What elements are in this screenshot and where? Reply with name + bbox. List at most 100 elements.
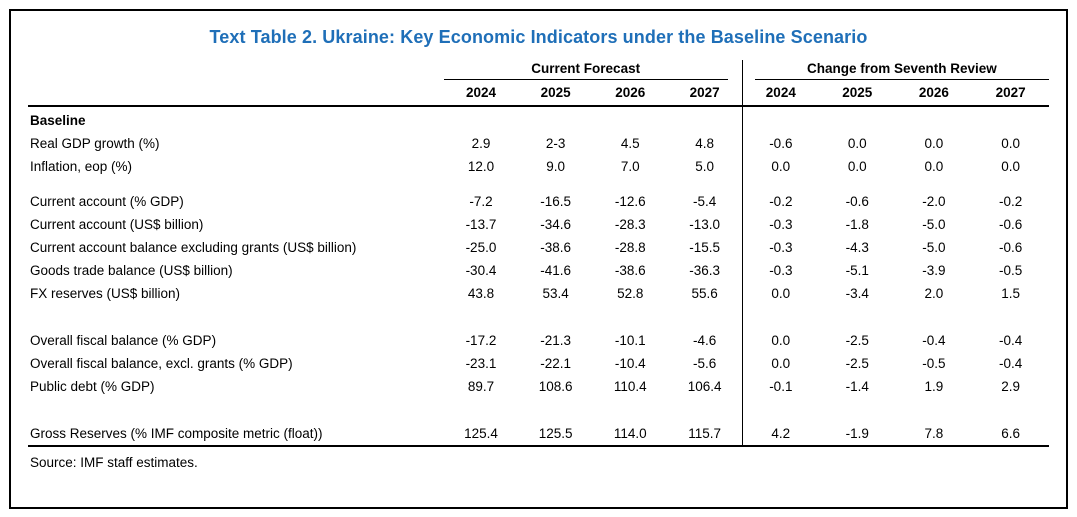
forecast-value: -7.2 xyxy=(469,193,493,209)
change-value: -0.5 xyxy=(998,262,1023,278)
year-header-ch-2027: 2027 xyxy=(972,80,1049,107)
year-header-ch-2026: 2026 xyxy=(895,80,973,107)
forecast-value: -38.6 xyxy=(614,262,646,278)
indicator-label: Current account (% GDP) xyxy=(30,193,184,209)
spacer-cell xyxy=(28,178,742,190)
table-frame: Text Table 2. Ukraine: Key Economic Indi… xyxy=(9,9,1068,509)
forecast-value: 106.4 xyxy=(687,378,722,394)
forecast-value: -21.3 xyxy=(540,332,571,348)
spacer-cell xyxy=(28,305,742,329)
forecast-value: 115.7 xyxy=(688,425,722,441)
forecast-value: 2-3 xyxy=(545,135,566,151)
change-value: 0.0 xyxy=(741,155,819,178)
change-value: 0.0 xyxy=(741,329,819,352)
spacer-cell xyxy=(28,398,742,422)
table-row: Current account (US$ billion) -13.7 -34.6 -… xyxy=(28,213,1049,236)
forecast-value: -16.5 xyxy=(540,193,571,209)
forecast-value: 43.8 xyxy=(467,285,495,301)
forecast-value: -28.3 xyxy=(614,216,646,232)
spacer-cell xyxy=(741,398,1049,422)
forecast-value: 89.7 xyxy=(467,378,495,394)
forecast-value: 12.0 xyxy=(467,158,495,174)
forecast-value: 4.8 xyxy=(695,135,715,151)
indicator-label: Real GDP growth (%) xyxy=(30,135,160,151)
indicator-label: Gross Reserves (% IMF composite metric (… xyxy=(30,425,323,441)
change-value: -1.4 xyxy=(845,378,869,394)
change-value: -0.6 xyxy=(741,132,819,155)
spacer-row xyxy=(28,305,1049,329)
change-value: 2.9 xyxy=(1001,378,1021,394)
group-header-current-forecast-label: Current Forecast xyxy=(443,61,728,80)
table-body: Baseline Real GDP growth (%) 2.9 2-3 4.5 4.8… xyxy=(28,106,1049,446)
indicator-label: Overall fiscal balance, excl. grants (% … xyxy=(30,355,293,371)
forecast-value: -13.0 xyxy=(689,216,721,232)
change-value: 0.0 xyxy=(1001,158,1021,174)
group-header-row: Current Forecast Change from Seventh Rev… xyxy=(28,60,1049,80)
forecast-value: -25.0 xyxy=(465,239,497,255)
table-row: Current account balance excluding grants… xyxy=(28,236,1049,259)
year-header-ch-2024: 2024 xyxy=(741,80,819,107)
forecast-value: 53.4 xyxy=(542,285,569,301)
table-row: Current account (% GDP) -7.2 -16.5 -12.6 -5.… xyxy=(28,190,1049,213)
change-value: -0.4 xyxy=(922,332,946,348)
forecast-value: 52.8 xyxy=(617,285,644,301)
group-header-change-review-label: Change from Seventh Review xyxy=(754,61,1049,80)
change-value: -0.4 xyxy=(998,332,1023,348)
forecast-value: 114.0 xyxy=(613,425,647,441)
group-header-spacer xyxy=(28,60,444,80)
table-row: Inflation, eop (%) 12.0 9.0 7.0 5.0 0.0 0.0 0.0… xyxy=(28,155,1049,178)
year-header-cf-2027: 2027 xyxy=(667,80,743,107)
forecast-value: -17.2 xyxy=(465,332,497,348)
source-row: Source: IMF staff estimates. xyxy=(28,445,1049,475)
forecast-value: 125.5 xyxy=(538,425,573,441)
spacer-cell xyxy=(741,178,1049,190)
year-header-cf-2025: 2025 xyxy=(518,80,593,107)
forecast-value: -13.7 xyxy=(465,216,497,232)
group-header-change-review: Change from Seventh Review xyxy=(741,60,1049,80)
change-value: 0.0 xyxy=(741,352,819,375)
forecast-value: 110.4 xyxy=(613,378,647,394)
forecast-value: -30.4 xyxy=(465,262,497,278)
change-value: 0.0 xyxy=(847,158,867,174)
change-value: 4.2 xyxy=(741,422,819,446)
change-value: 6.6 xyxy=(1001,425,1021,441)
change-value: -0.2 xyxy=(998,193,1023,209)
table-row: FX reserves (US$ billion) 43.8 53.4 52.8 55.… xyxy=(28,282,1049,305)
forecast-value: -10.1 xyxy=(614,332,646,348)
indicators-table: Current Forecast Change from Seventh Rev… xyxy=(28,60,1049,475)
change-value: 2.0 xyxy=(924,285,944,301)
table-row: Overall fiscal balance (% GDP) -17.2 -21.3… xyxy=(28,329,1049,352)
change-value: -0.3 xyxy=(741,213,819,236)
forecast-value: -41.6 xyxy=(540,262,571,278)
forecast-value: 4.5 xyxy=(620,135,640,151)
forecast-value: 2.9 xyxy=(471,135,491,151)
change-value: 0.0 xyxy=(847,135,867,151)
forecast-value: 7.0 xyxy=(620,158,640,174)
change-value: -0.3 xyxy=(741,259,819,282)
forecast-value: 9.0 xyxy=(546,158,565,174)
change-value: -0.5 xyxy=(922,355,946,371)
change-value: -5.0 xyxy=(922,239,946,255)
forecast-value: -12.6 xyxy=(614,193,646,209)
section-label: Baseline xyxy=(30,112,86,128)
forecast-value: -23.1 xyxy=(465,355,497,371)
indicator-label: Inflation, eop (%) xyxy=(30,158,133,174)
spacer-cell xyxy=(741,305,1049,329)
change-value: -2.5 xyxy=(845,355,869,371)
source-note: Source: IMF staff estimates. xyxy=(28,445,1049,475)
change-value: -0.6 xyxy=(998,239,1023,255)
change-value: 0.0 xyxy=(741,282,819,305)
section-row-spacer xyxy=(444,106,743,132)
change-value: -3.4 xyxy=(845,285,869,301)
forecast-value: -4.6 xyxy=(693,332,717,348)
change-value: -0.3 xyxy=(741,236,819,259)
change-value: 0.0 xyxy=(924,135,944,151)
forecast-value: 108.6 xyxy=(538,378,573,394)
change-value: 7.8 xyxy=(924,425,944,441)
change-value: -2.5 xyxy=(845,332,869,348)
forecast-value: -22.1 xyxy=(540,355,571,371)
year-header-spacer xyxy=(28,80,444,107)
spacer-row xyxy=(28,178,1049,190)
year-header-row: 2024 2025 2026 2027 2024 2025 2026 2027 xyxy=(28,80,1049,107)
forecast-value: 125.4 xyxy=(464,425,498,441)
